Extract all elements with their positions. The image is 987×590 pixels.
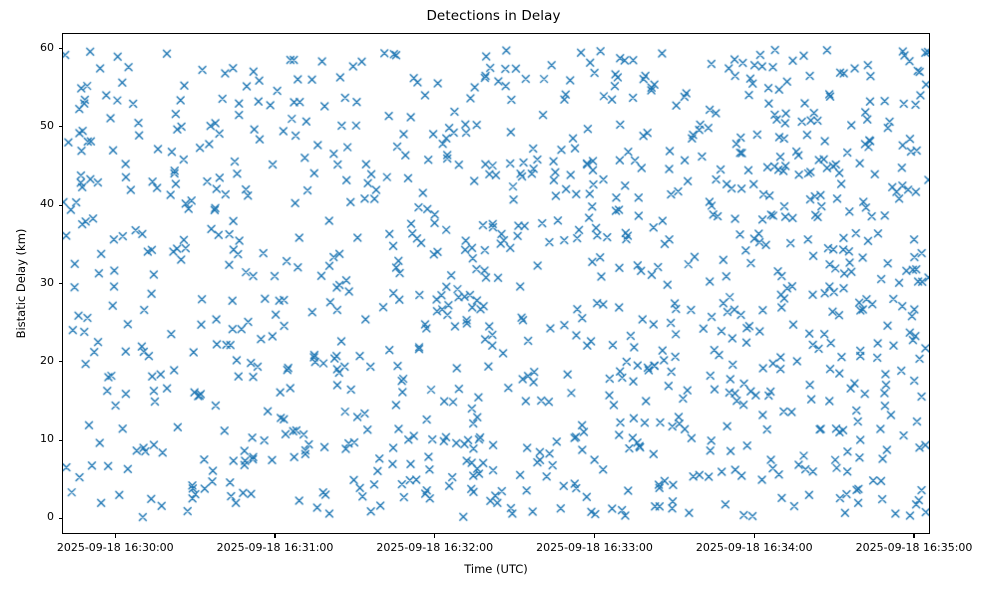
x-tick-label: 2025-09-18 16:34:00 <box>695 541 813 554</box>
y-tick-mark <box>58 361 62 363</box>
x-tick-label: 2025-09-18 16:31:00 <box>216 541 334 554</box>
x-tick-mark <box>114 534 116 538</box>
page-title: Detections in Delay <box>426 8 561 24</box>
y-tick-mark <box>58 439 62 441</box>
x-tick-label: 2025-09-18 16:32:00 <box>376 541 494 554</box>
x-tick-mark <box>913 534 915 538</box>
y-tick-label: 0 <box>47 510 54 524</box>
x-tick-mark <box>434 534 436 538</box>
x-tick-mark <box>753 534 755 538</box>
x-tick-label: 2025-09-18 16:30:00 <box>56 541 174 554</box>
x-tick-label: 2025-09-18 16:35:00 <box>855 541 973 554</box>
y-axis-label: Bistatic Delay (km) <box>14 228 28 339</box>
y-tick-label: 10 <box>40 432 54 446</box>
y-tick-mark <box>58 48 62 50</box>
y-tick-label: 60 <box>40 40 54 54</box>
x-tick-label: 2025-09-18 16:33:00 <box>536 541 653 554</box>
plot-axes <box>62 33 930 534</box>
x-tick-mark <box>274 534 276 538</box>
y-tick-label: 20 <box>40 353 54 367</box>
y-tick-label: 50 <box>40 118 54 132</box>
scatter-plot-canvas <box>63 34 929 533</box>
y-tick-mark <box>58 126 62 128</box>
y-tick-mark <box>58 204 62 206</box>
y-tick-label: 40 <box>40 197 54 211</box>
y-tick-mark <box>58 517 62 519</box>
x-tick-mark <box>593 534 596 538</box>
y-tick-label: 30 <box>40 275 54 289</box>
y-tick-mark <box>58 282 62 285</box>
x-axis-label: Time (UTC) <box>464 562 528 576</box>
